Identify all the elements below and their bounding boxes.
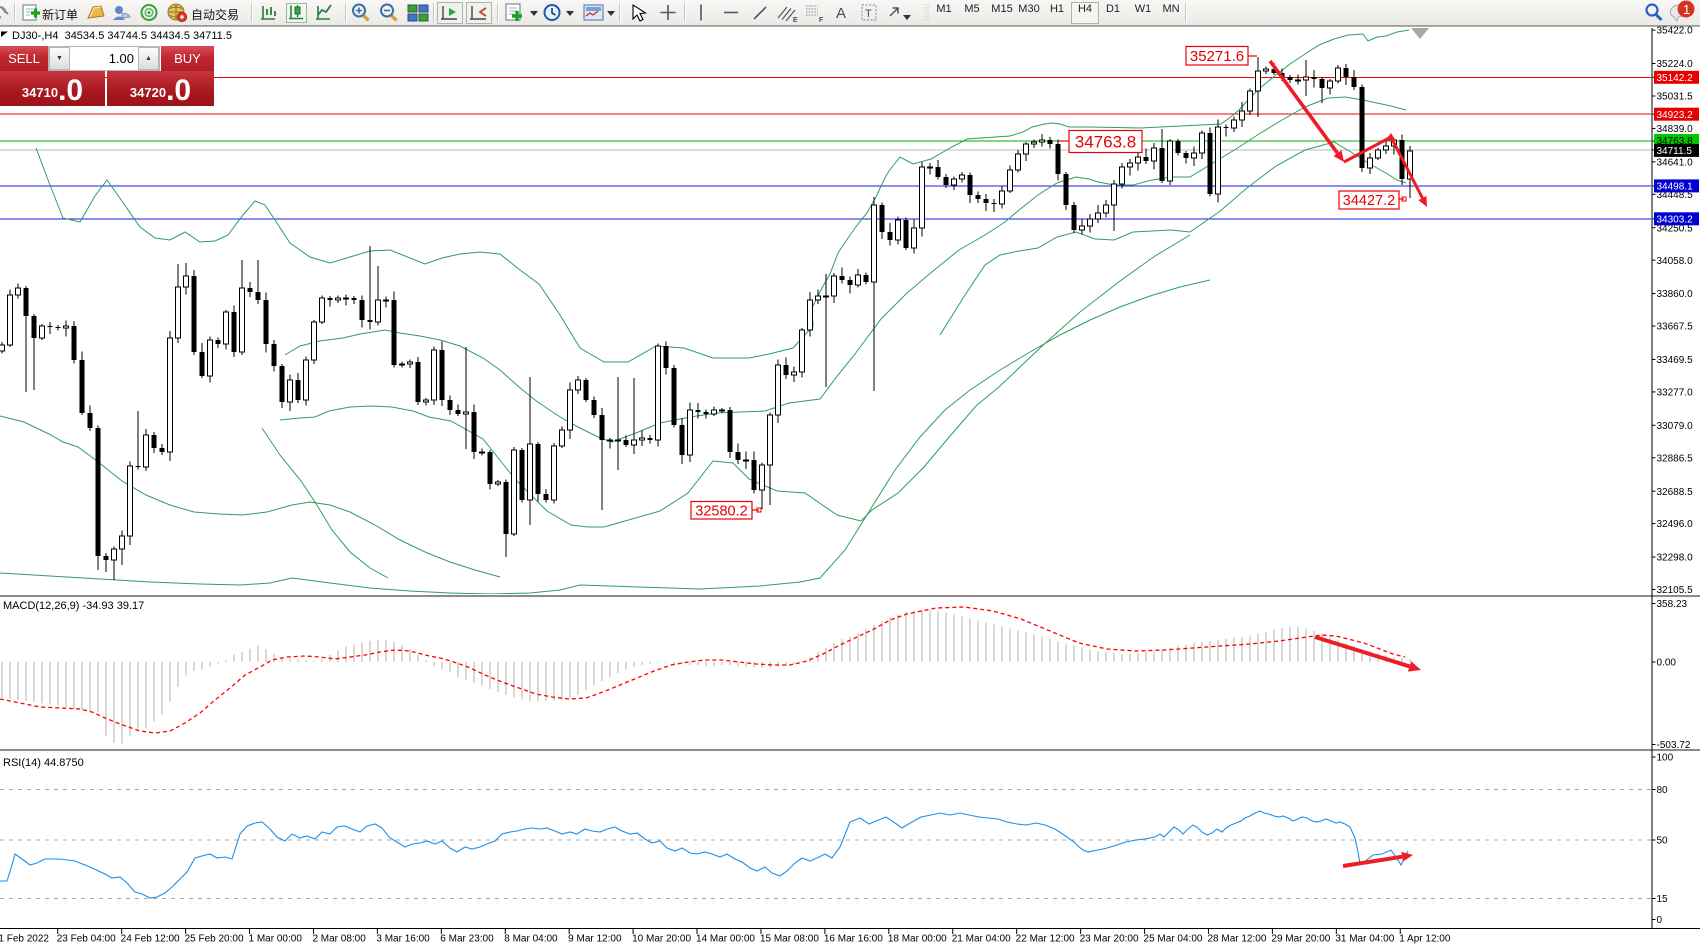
svg-text:25 Feb 20:00: 25 Feb 20:00 <box>185 934 244 945</box>
svg-text:32105.5: 32105.5 <box>1657 585 1694 596</box>
svg-text:33277.0: 33277.0 <box>1657 388 1694 399</box>
svg-text:25 Mar 04:00: 25 Mar 04:00 <box>1144 934 1203 945</box>
svg-text:14 Mar 00:00: 14 Mar 00:00 <box>696 934 755 945</box>
svg-text:50: 50 <box>1657 836 1669 847</box>
svg-text:DJ30-,H4 34534.5 34744.5 3443: DJ30-,H4 34534.5 34744.5 34434.5 34711.5 <box>12 30 232 42</box>
svg-text:34427.2: 34427.2 <box>1343 193 1395 209</box>
svg-text:34839.0: 34839.0 <box>1657 124 1694 135</box>
svg-text:T: T <box>865 8 872 20</box>
svg-text:35271.6: 35271.6 <box>1190 48 1244 65</box>
svg-text:35422.0: 35422.0 <box>1657 26 1694 37</box>
svg-text:22 Mar 12:00: 22 Mar 12:00 <box>1016 934 1075 945</box>
svg-text:2 Mar 08:00: 2 Mar 08:00 <box>312 934 366 945</box>
svg-text:34763.8: 34763.8 <box>1075 133 1136 152</box>
svg-text:34923.2: 34923.2 <box>1657 110 1694 121</box>
svg-text:35142.2: 35142.2 <box>1657 73 1694 84</box>
svg-text:358.23: 358.23 <box>1657 599 1688 610</box>
svg-text:80: 80 <box>1657 785 1669 796</box>
svg-text:9 Mar 12:00: 9 Mar 12:00 <box>568 934 622 945</box>
svg-text:24 Feb 12:00: 24 Feb 12:00 <box>121 934 180 945</box>
svg-text:32886.5: 32886.5 <box>1657 453 1694 464</box>
svg-text:8 Mar 04:00: 8 Mar 04:00 <box>504 934 558 945</box>
svg-text:E: E <box>793 17 798 24</box>
svg-text:23 Feb 04:00: 23 Feb 04:00 <box>57 934 116 945</box>
svg-text:10 Mar 20:00: 10 Mar 20:00 <box>632 934 691 945</box>
svg-text:16 Mar 16:00: 16 Mar 16:00 <box>824 934 883 945</box>
svg-text:28 Mar 12:00: 28 Mar 12:00 <box>1207 934 1266 945</box>
svg-text:21 Mar 04:00: 21 Mar 04:00 <box>952 934 1011 945</box>
svg-text:34498.1: 34498.1 <box>1657 182 1694 193</box>
svg-text:32496.0: 32496.0 <box>1657 519 1694 530</box>
svg-text:F: F <box>819 17 823 24</box>
svg-text:MACD(12,26,9) -34.93 39.17: MACD(12,26,9) -34.93 39.17 <box>3 600 144 612</box>
svg-text:21 Feb 2022: 21 Feb 2022 <box>0 934 49 945</box>
svg-text:34303.2: 34303.2 <box>1657 214 1694 225</box>
svg-text:1 Apr 12:00: 1 Apr 12:00 <box>1399 934 1451 945</box>
svg-text:35031.5: 35031.5 <box>1657 92 1694 103</box>
svg-text:100: 100 <box>1657 753 1674 764</box>
svg-text:23 Mar 20:00: 23 Mar 20:00 <box>1080 934 1139 945</box>
svg-text:18 Mar 00:00: 18 Mar 00:00 <box>888 934 947 945</box>
svg-text:31 Mar 04:00: 31 Mar 04:00 <box>1335 934 1394 945</box>
svg-text:32580.2: 32580.2 <box>695 503 747 519</box>
svg-text:0.00: 0.00 <box>1657 658 1677 669</box>
svg-text:34448.5: 34448.5 <box>1657 190 1694 201</box>
svg-text:1 Mar 00:00: 1 Mar 00:00 <box>249 934 303 945</box>
svg-text:-503.72: -503.72 <box>1657 740 1691 751</box>
svg-text:32688.5: 32688.5 <box>1657 487 1694 498</box>
svg-text:34250.5: 34250.5 <box>1657 223 1694 234</box>
svg-text:0: 0 <box>1657 915 1663 926</box>
svg-text:1: 1 <box>1683 2 1690 17</box>
svg-text:33860.0: 33860.0 <box>1657 289 1694 300</box>
svg-text:34641.0: 34641.0 <box>1657 157 1694 168</box>
svg-text:29 Mar 20:00: 29 Mar 20:00 <box>1271 934 1330 945</box>
svg-text:RSI(14) 44.8750: RSI(14) 44.8750 <box>3 757 84 769</box>
svg-text:33667.5: 33667.5 <box>1657 322 1694 333</box>
svg-text:3 Mar 16:00: 3 Mar 16:00 <box>376 934 430 945</box>
svg-text:33469.5: 33469.5 <box>1657 355 1694 366</box>
svg-text:35224.0: 35224.0 <box>1657 59 1694 70</box>
svg-text:32298.0: 32298.0 <box>1657 553 1694 564</box>
svg-text:6 Mar 23:00: 6 Mar 23:00 <box>440 934 494 945</box>
svg-text:34058.0: 34058.0 <box>1657 256 1694 267</box>
svg-text:15: 15 <box>1657 894 1669 905</box>
svg-text:34763.8: 34763.8 <box>1657 136 1694 147</box>
svg-text:A: A <box>836 5 846 22</box>
svg-text:15 Mar 08:00: 15 Mar 08:00 <box>760 934 819 945</box>
svg-text:34711.5: 34711.5 <box>1657 146 1693 157</box>
svg-text:33079.0: 33079.0 <box>1657 421 1694 432</box>
